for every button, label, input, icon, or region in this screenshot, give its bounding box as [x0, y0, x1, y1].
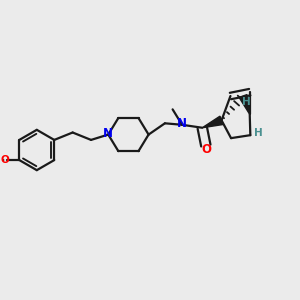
Text: N: N [177, 117, 187, 130]
Text: O: O [0, 155, 9, 165]
Polygon shape [202, 116, 223, 128]
Text: O: O [201, 142, 212, 156]
Text: H: H [254, 128, 262, 138]
Polygon shape [239, 94, 250, 114]
Text: N: N [103, 128, 113, 140]
Text: H: H [242, 97, 250, 107]
